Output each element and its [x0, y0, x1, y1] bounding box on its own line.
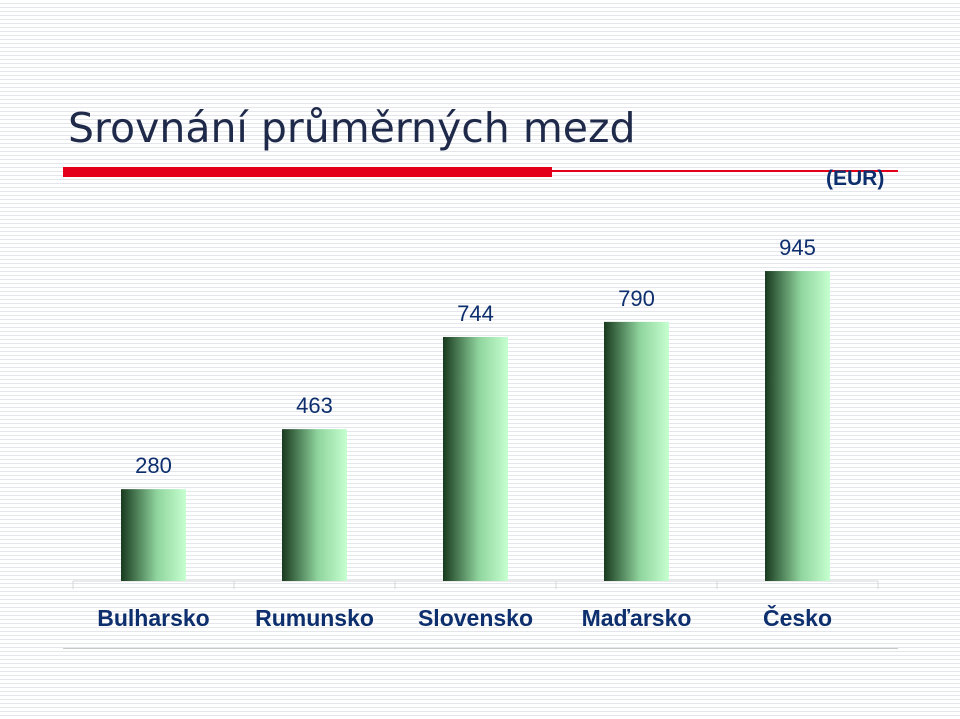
category-label: Slovensko [418, 605, 533, 631]
bar-value-label: 744 [457, 301, 494, 326]
bar-value-label: 280 [135, 453, 172, 478]
category-label: Rumunsko [255, 605, 374, 631]
category-label: Bulharsko [97, 605, 209, 631]
category-label: Maďarsko [582, 605, 692, 631]
bar-3 [443, 336, 508, 581]
bar-value-label: 790 [618, 286, 655, 311]
bar-value-label: 945 [779, 235, 816, 260]
bar-5 [765, 271, 830, 581]
unit-label: (EUR) [826, 167, 885, 190]
category-label: Česko [763, 604, 832, 631]
bar-1 [121, 489, 186, 581]
bar-value-label: 463 [296, 393, 333, 418]
title-accent-bar [63, 167, 552, 177]
bottom-rule [63, 648, 898, 649]
page-title: Srovnání průměrných mezd [68, 104, 636, 152]
title-accent-line [552, 170, 898, 172]
bar-4 [604, 321, 669, 581]
bar-2 [282, 429, 347, 581]
